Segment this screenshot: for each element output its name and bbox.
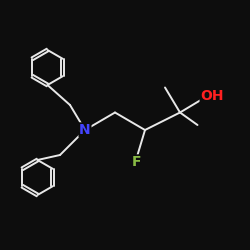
- Text: F: F: [132, 155, 141, 169]
- Text: N: N: [79, 123, 91, 137]
- Text: OH: OH: [200, 89, 224, 103]
